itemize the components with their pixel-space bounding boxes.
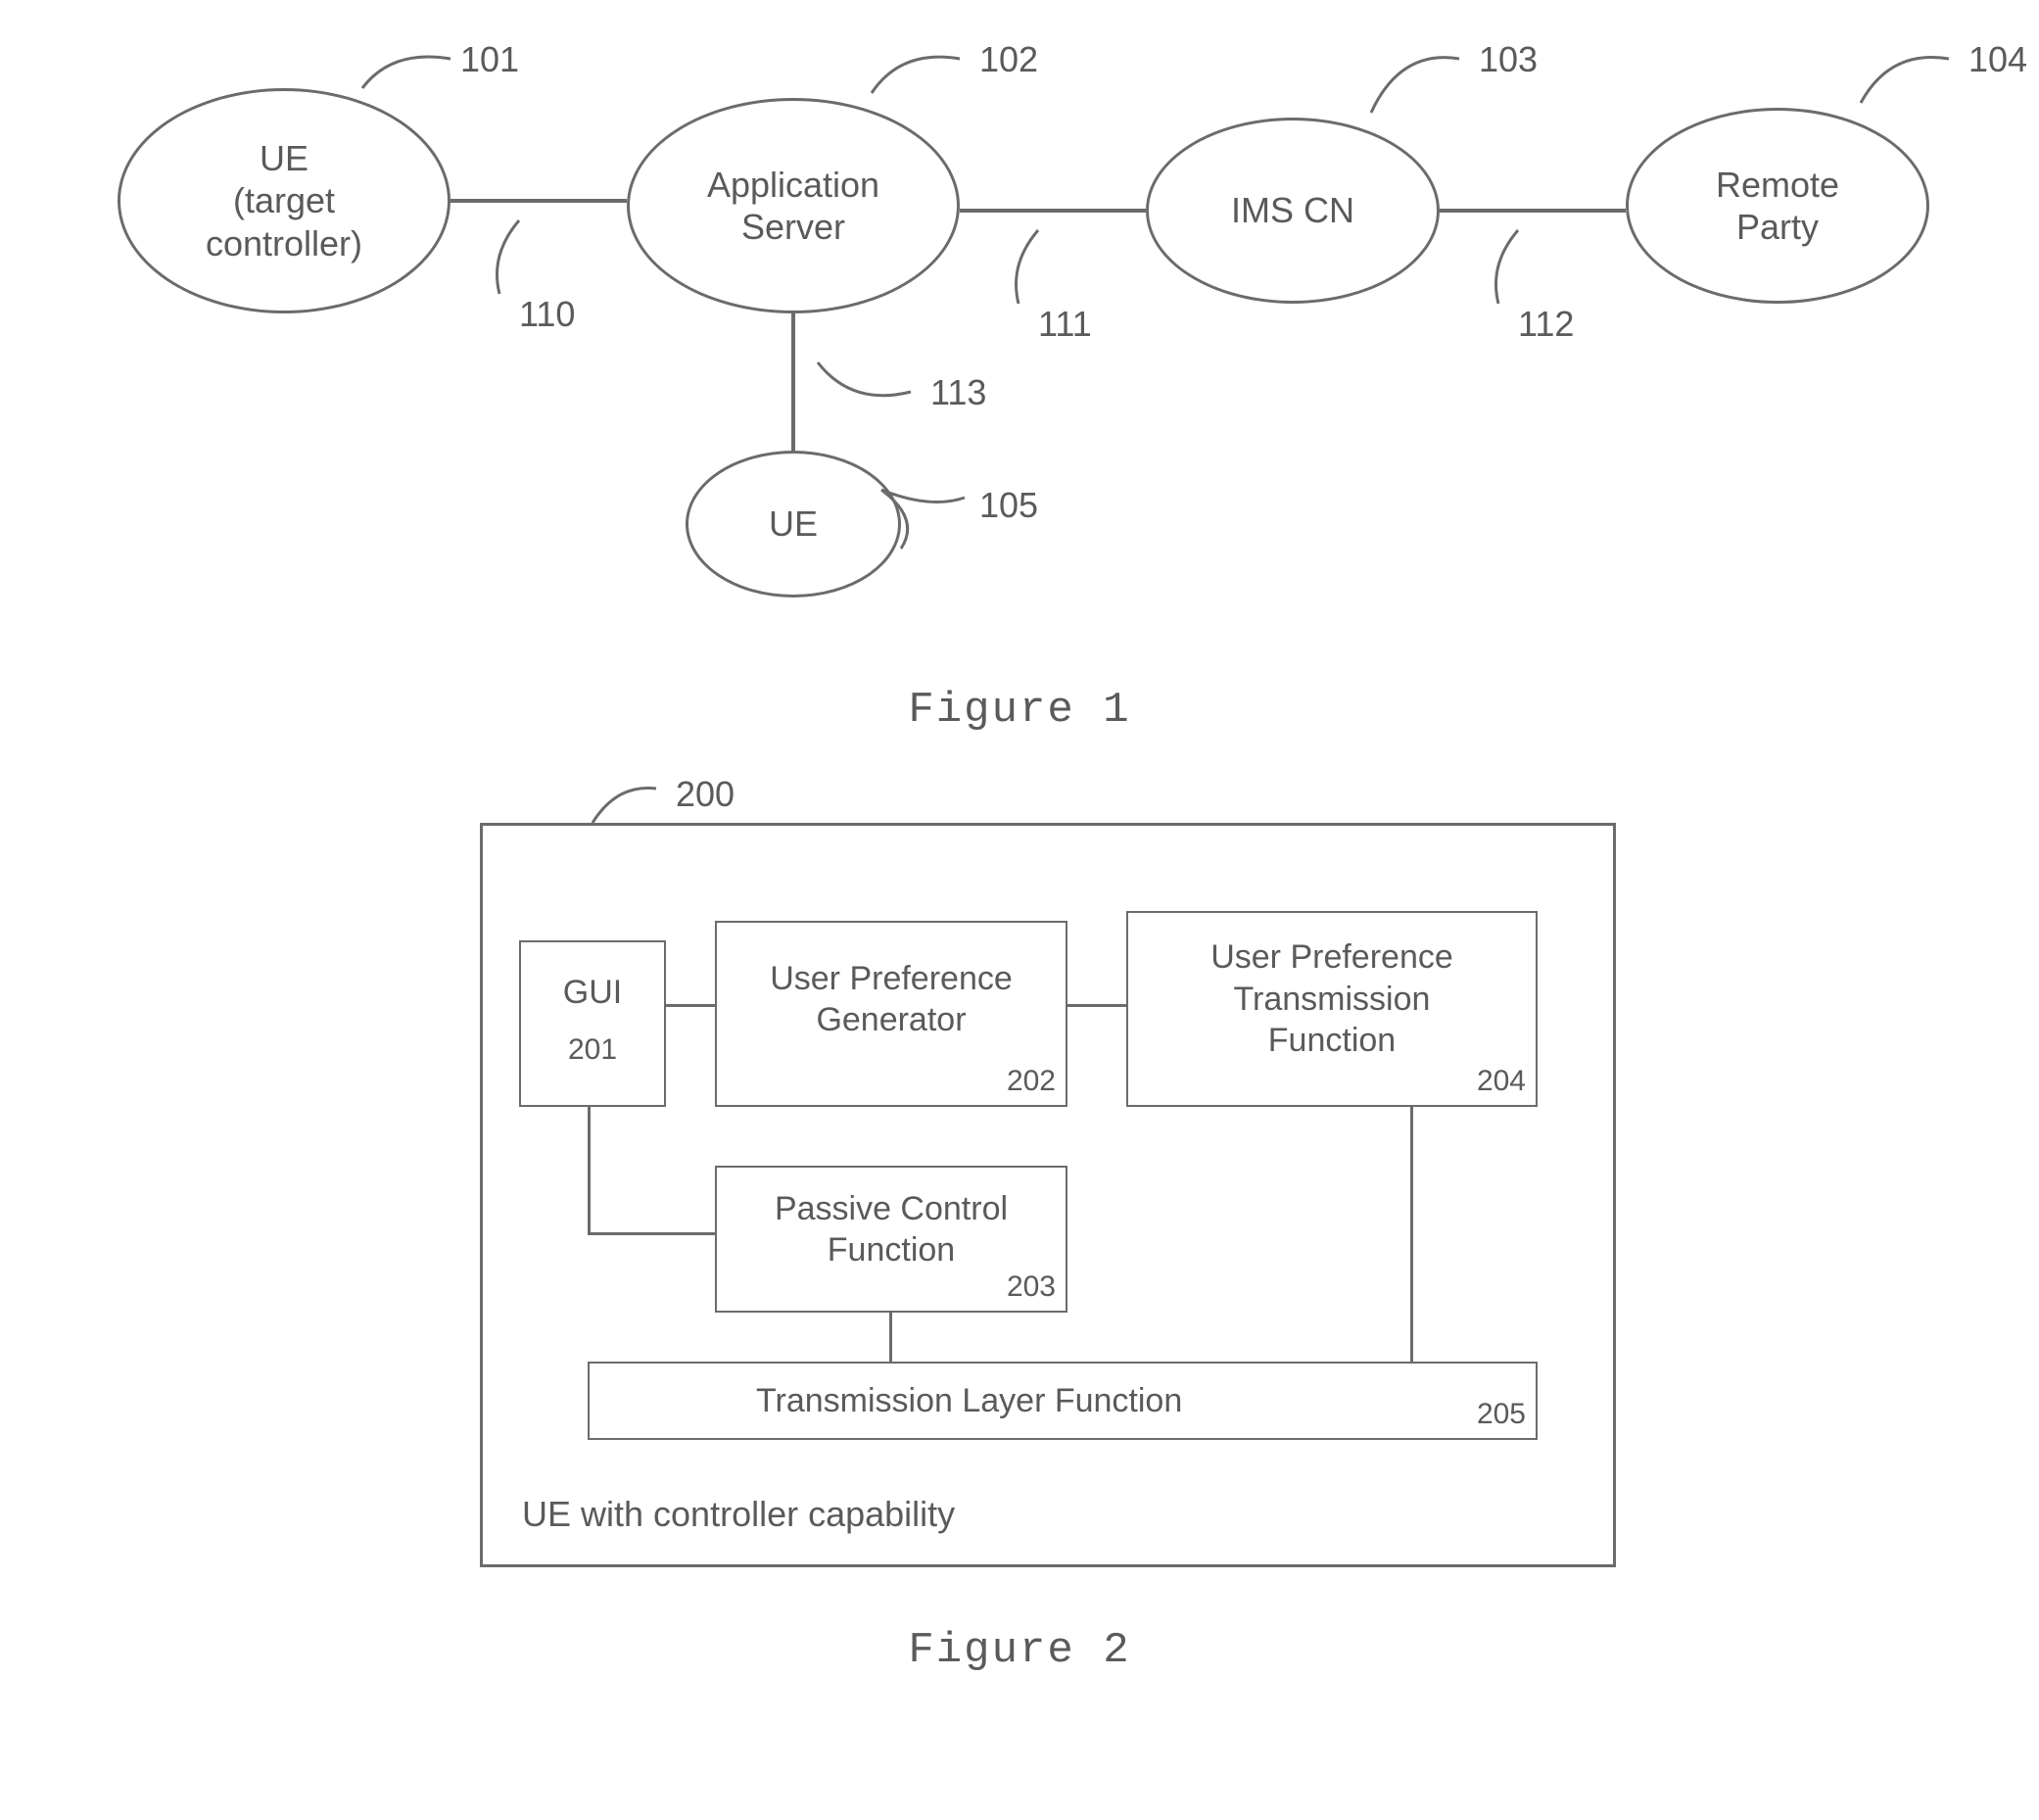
node-label: RemoteParty — [1716, 164, 1839, 248]
ref-curve — [862, 39, 979, 108]
ref-curve-110 — [490, 216, 578, 304]
outer-box-label: UE with controller capability — [522, 1494, 955, 1535]
ref-110: 110 — [519, 294, 575, 335]
node-ue-target-controller: UE(targetcontroller) — [118, 88, 450, 313]
ref-101: 101 — [460, 39, 519, 80]
edge-gui-down — [588, 1107, 591, 1234]
figure-1-caption: Figure 1 — [39, 686, 2000, 735]
ref-curve — [1361, 39, 1479, 127]
ref-202: 202 — [1007, 1063, 1056, 1100]
ref-curve-111 — [1009, 225, 1097, 313]
ref-curve — [1851, 39, 1968, 118]
edge-112 — [1440, 209, 1626, 213]
ref-203: 203 — [1007, 1269, 1056, 1306]
ref-201: 201 — [568, 1031, 617, 1069]
box-passive-control: Passive ControlFunction 203 — [715, 1166, 1067, 1313]
box-user-pref-generator: User PreferenceGenerator 202 — [715, 921, 1067, 1107]
ref-204: 204 — [1477, 1063, 1526, 1100]
edge-113 — [791, 313, 795, 451]
box-label: Transmission Layer Function — [756, 1380, 1182, 1422]
node-ue: UE — [686, 451, 901, 598]
ref-103: 103 — [1479, 39, 1538, 80]
node-remote-party: RemoteParty — [1626, 108, 1929, 304]
ref-curve — [353, 39, 470, 98]
ref-111: 111 — [1038, 304, 1092, 345]
ref-112: 112 — [1518, 304, 1574, 345]
box-label: GUI — [563, 972, 622, 1014]
ref-200: 200 — [676, 774, 735, 815]
node-label: UE — [769, 503, 818, 545]
ref-105: 105 — [979, 485, 1038, 526]
box-label: User PreferenceTransmissionFunction — [1210, 936, 1453, 1081]
box-label: Passive ControlFunction — [775, 1188, 1008, 1291]
ref-205: 205 — [1477, 1396, 1526, 1433]
figure-2-caption: Figure 2 — [39, 1626, 2000, 1675]
box-gui: GUI 201 — [519, 940, 666, 1107]
box-transmission-layer: Transmission Layer Function 205 — [588, 1362, 1538, 1440]
ref-curve-113 — [813, 353, 930, 421]
node-ims-cn: IMS CN — [1146, 118, 1440, 304]
box-label: User PreferenceGenerator — [770, 958, 1013, 1071]
box-user-pref-transmission: User PreferenceTransmissionFunction 204 — [1126, 911, 1538, 1107]
node-application-server: ApplicationServer — [627, 98, 960, 313]
edge-gui-pcf — [588, 1232, 715, 1235]
edge-gui-upg — [666, 1004, 715, 1007]
edge-pcf-tlf — [889, 1313, 892, 1362]
ref-curve-112 — [1489, 225, 1577, 313]
node-label: IMS CN — [1231, 189, 1354, 231]
edge-uptf-tlf — [1410, 1107, 1413, 1362]
ref-104: 104 — [1968, 39, 2027, 80]
edge-111 — [960, 209, 1146, 213]
node-label: ApplicationServer — [707, 164, 879, 248]
edge-110 — [450, 199, 627, 203]
edge-upg-uptf — [1067, 1004, 1126, 1007]
ref-102: 102 — [979, 39, 1038, 80]
ref-113: 113 — [930, 372, 986, 413]
node-label: UE(targetcontroller) — [206, 137, 362, 264]
